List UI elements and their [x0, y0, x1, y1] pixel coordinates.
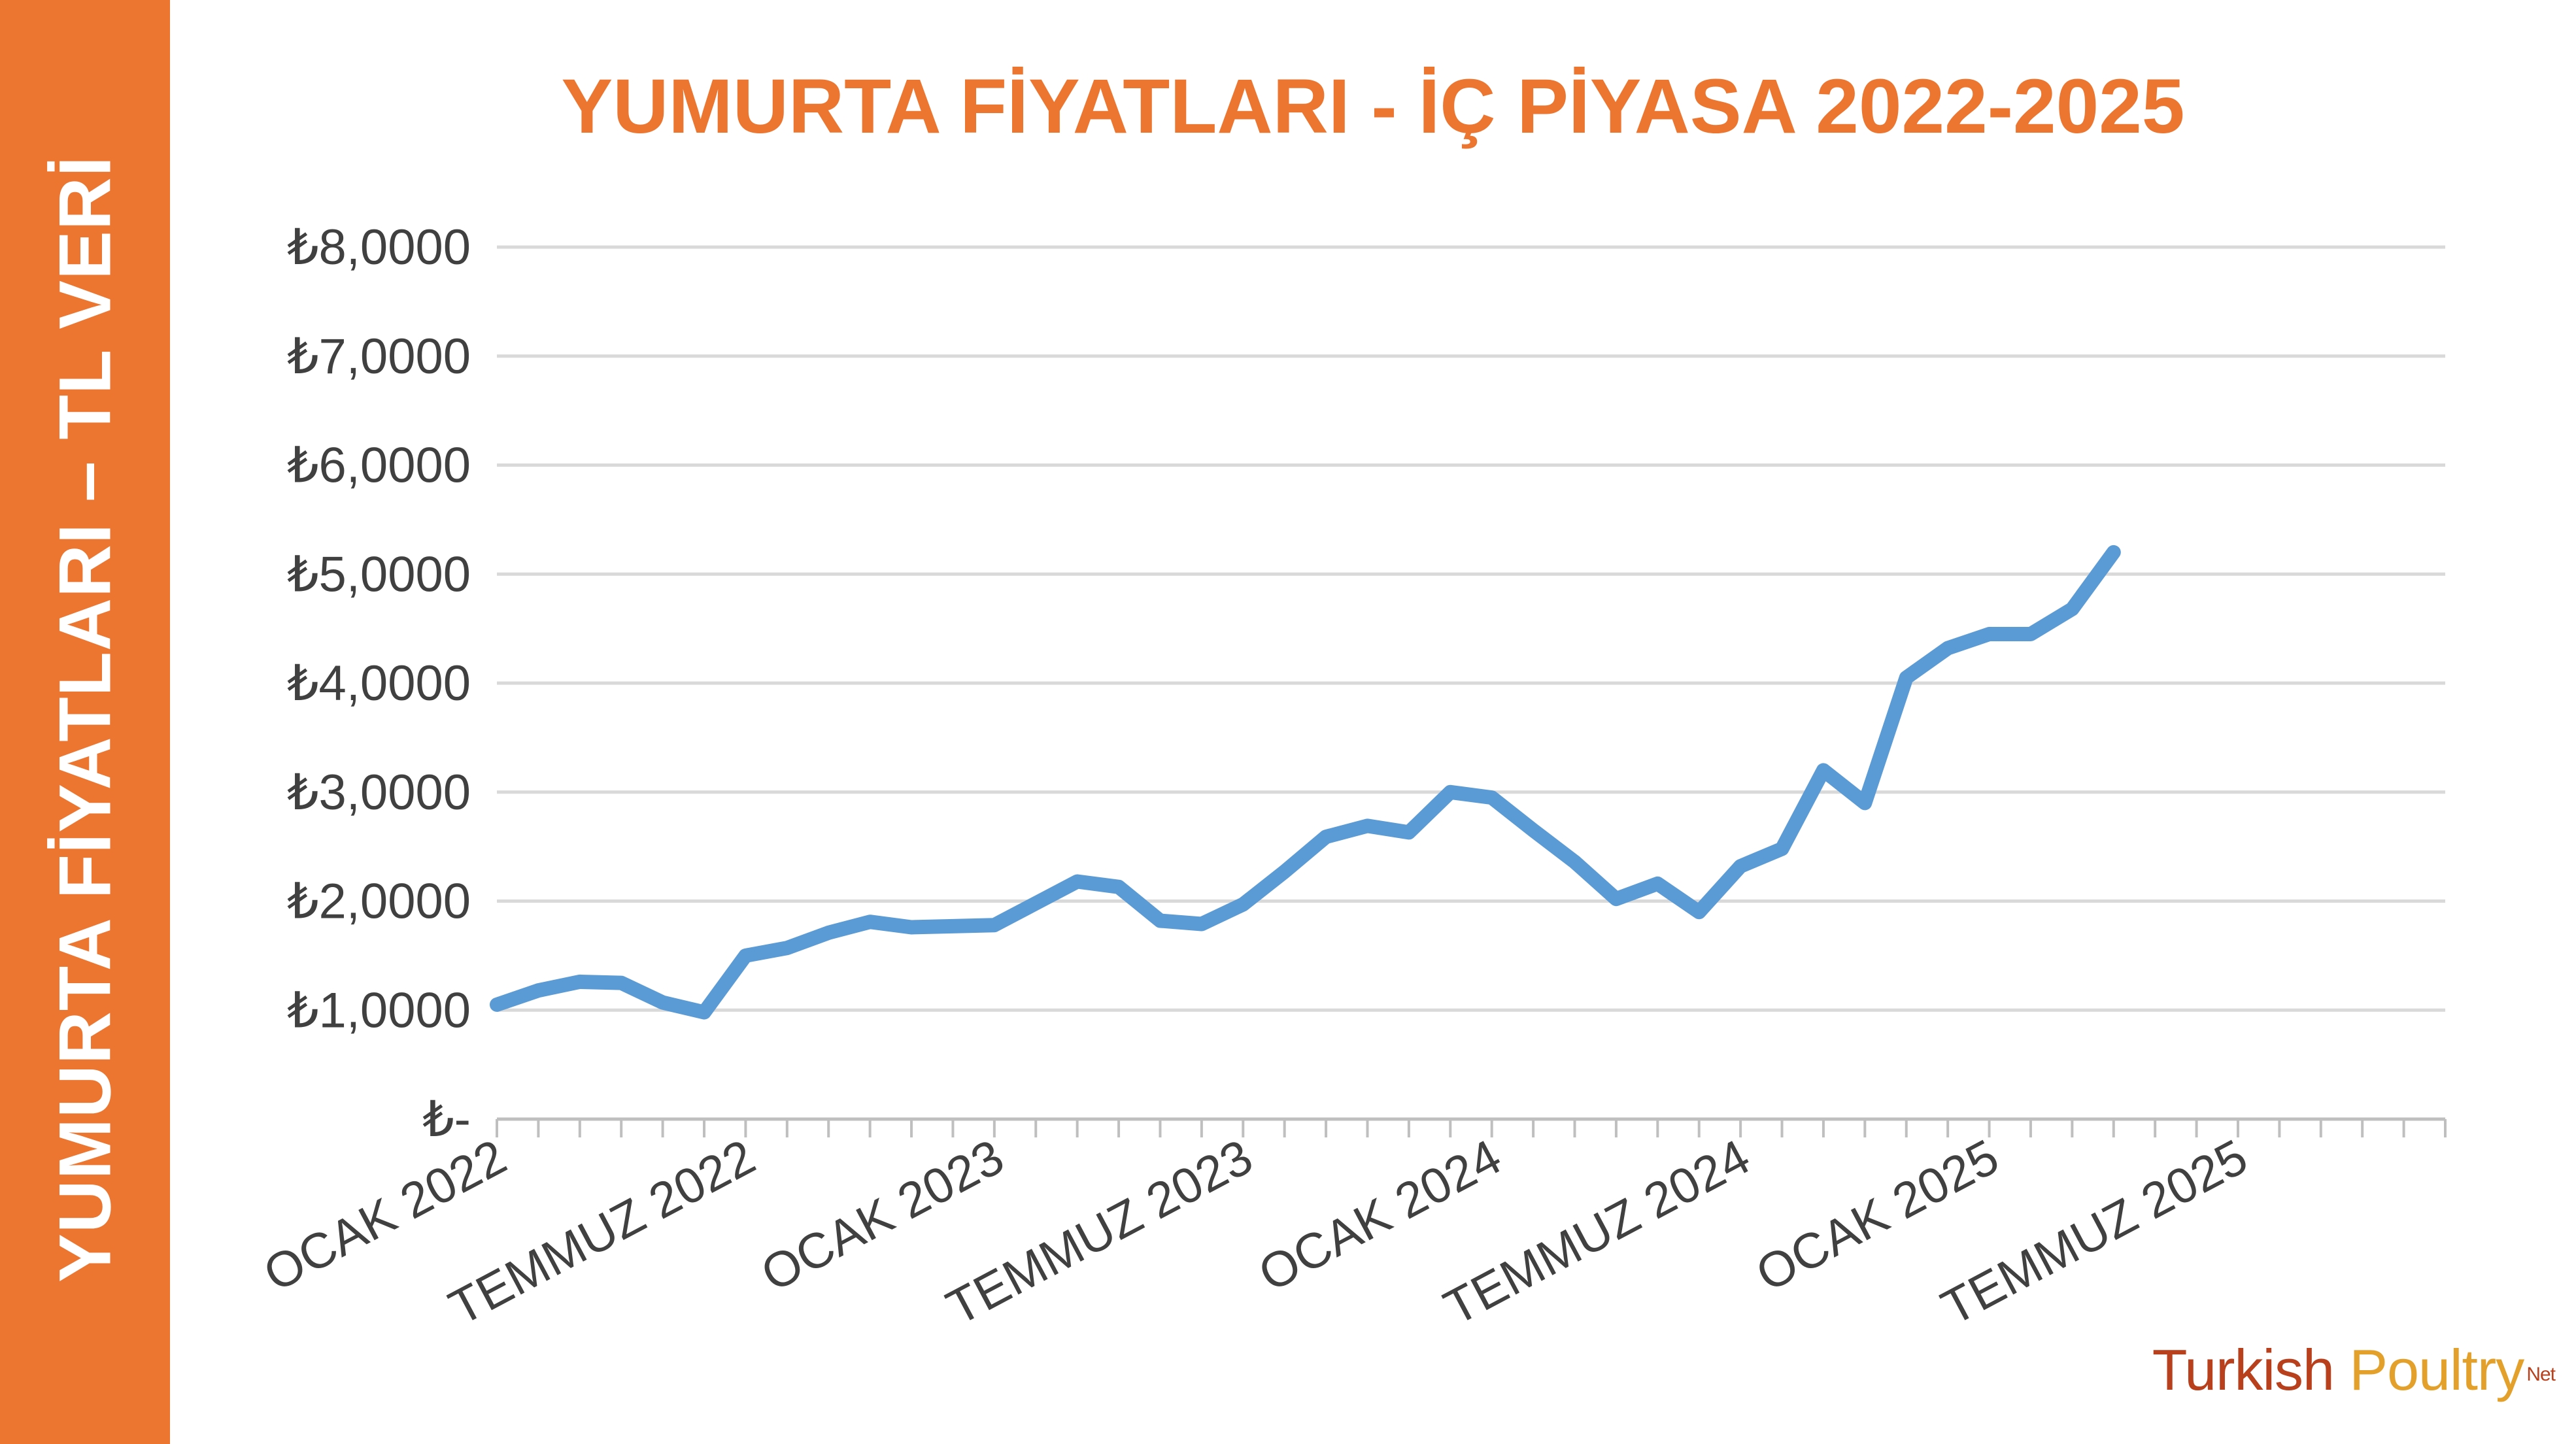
y-tick-label: ₺3,0000	[287, 765, 471, 820]
logo-text-turkish: Turkish	[2152, 1337, 2350, 1402]
side-banner: YUMURTA FİYATLARI – TL VERİ	[0, 0, 170, 1444]
chart-title: YUMURTA FİYATLARI - İÇ PİYASA 2022-2025	[561, 63, 2185, 150]
y-tick-label: ₺4,0000	[287, 656, 471, 711]
y-tick-label: ₺8,0000	[287, 220, 471, 275]
logo-text-poultry: Poultry	[2349, 1337, 2524, 1402]
y-tick-label: ₺2,0000	[287, 874, 471, 930]
y-tick-label: ₺5,0000	[287, 546, 471, 602]
y-tick-label: ₺-	[422, 1092, 471, 1147]
series-line	[490, 545, 2121, 1020]
y-tick-label: ₺6,0000	[287, 438, 471, 494]
y-tick-label: ₺7,0000	[287, 329, 471, 384]
y-tick-label: ₺1,0000	[287, 982, 471, 1038]
turkish-poultry-logo: Turkish Poultry Net	[2152, 1337, 2556, 1403]
logo-text-net: Net	[2526, 1364, 2556, 1385]
